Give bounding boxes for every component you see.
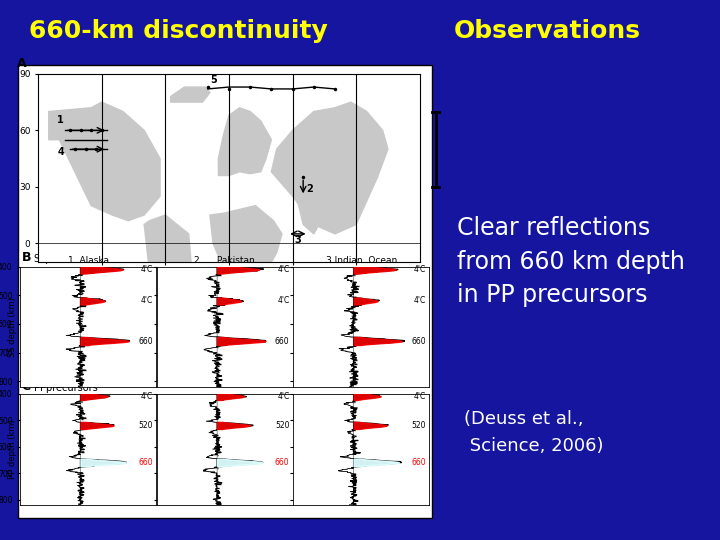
Text: B: B <box>22 251 31 264</box>
Text: 660: 660 <box>275 458 289 467</box>
Text: 4'C: 4'C <box>414 392 426 401</box>
Text: PPprecursors: PPprecursors <box>34 382 98 393</box>
Polygon shape <box>298 202 324 234</box>
Text: 180: 180 <box>30 278 48 287</box>
Text: 660: 660 <box>411 336 426 346</box>
Text: 1  Alaska: 1 Alaska <box>68 256 109 266</box>
Text: 2: 2 <box>306 185 313 194</box>
Text: 4'C: 4'C <box>414 265 426 274</box>
Polygon shape <box>348 266 393 315</box>
Text: Observations: Observations <box>454 19 641 43</box>
Polygon shape <box>271 102 388 234</box>
Text: C: C <box>22 380 31 393</box>
Text: SSprecursors: SSprecursors <box>34 254 98 264</box>
Text: 4'C: 4'C <box>277 296 289 306</box>
FancyBboxPatch shape <box>18 65 432 518</box>
Text: 5: 5 <box>210 75 217 85</box>
Text: 660: 660 <box>138 336 153 346</box>
Text: 520: 520 <box>275 421 289 430</box>
Text: 660: 660 <box>138 458 153 467</box>
Text: 1: 1 <box>57 115 64 125</box>
Text: 4'C: 4'C <box>277 392 289 401</box>
Text: A: A <box>17 57 27 70</box>
Text: 4'C: 4'C <box>140 296 153 306</box>
Text: Clear reflections
from 660 km depth
in PP precursors: Clear reflections from 660 km depth in P… <box>457 216 685 307</box>
Text: 660-km discontinuity: 660-km discontinuity <box>29 19 328 43</box>
Text: 4'C: 4'C <box>277 265 289 274</box>
Polygon shape <box>49 102 160 221</box>
Text: 3 Indian  Ocean: 3 Indian Ocean <box>325 256 397 266</box>
Text: 520: 520 <box>412 421 426 430</box>
Text: 180: 180 <box>410 278 428 287</box>
Text: 4: 4 <box>57 147 64 157</box>
Text: 4'C: 4'C <box>140 392 153 401</box>
Polygon shape <box>218 108 271 176</box>
Text: 4'C: 4'C <box>414 296 426 306</box>
Text: 520: 520 <box>138 421 153 430</box>
Text: 660: 660 <box>275 336 289 346</box>
Text: 3: 3 <box>294 235 302 245</box>
Polygon shape <box>210 206 282 309</box>
Text: 660: 660 <box>411 458 426 467</box>
Text: 2      Pakistan: 2 Pakistan <box>194 256 255 266</box>
Text: PP depth (km): PP depth (km) <box>8 420 17 479</box>
Polygon shape <box>144 215 192 347</box>
Polygon shape <box>364 160 379 187</box>
Text: 4'C: 4'C <box>140 265 153 274</box>
Polygon shape <box>171 87 210 102</box>
Text: SS depth (km): SS depth (km) <box>8 297 17 357</box>
Text: (Deuss et al.,
 Science, 2006): (Deuss et al., Science, 2006) <box>464 410 604 455</box>
